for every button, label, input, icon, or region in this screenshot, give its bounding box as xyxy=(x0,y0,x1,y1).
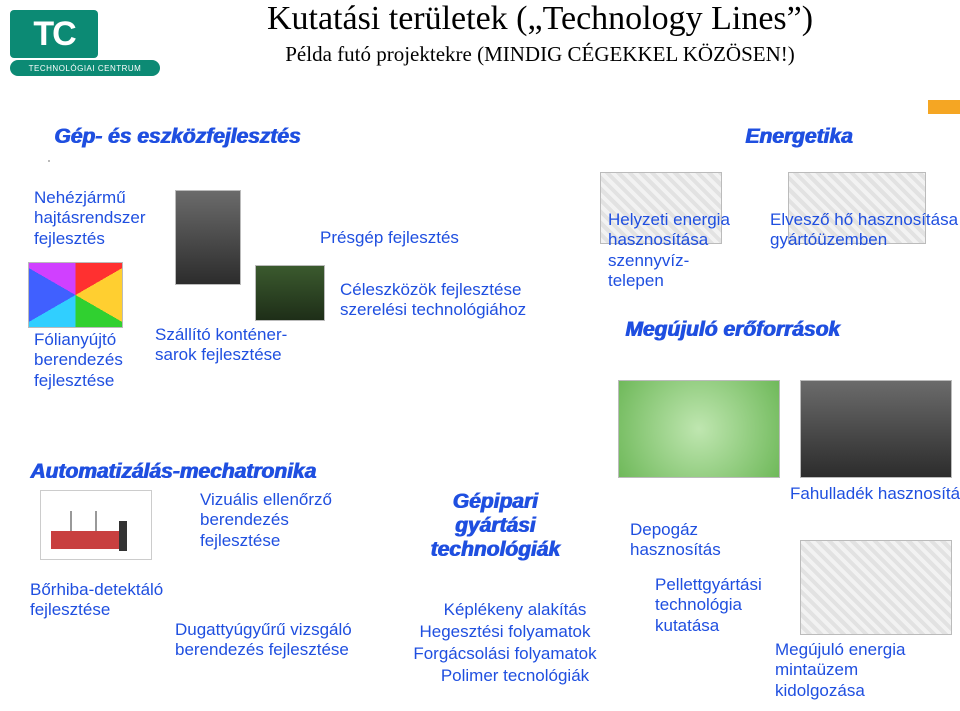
lbl-machining: Forgácsolási folyamatok xyxy=(400,644,610,664)
lbl-depogas: Depogáz hasznosítás xyxy=(630,520,760,561)
lbl-skin: Bőrhiba-detektáló fejlesztése xyxy=(30,580,190,621)
lbl-pos-energy: Helyzeti energia hasznosítása szennyvíz-… xyxy=(608,210,758,292)
lbl-containers: Szállító konténer- sarok fejlesztése xyxy=(155,325,315,366)
lbl-renew-plant: Megújuló energia mintaüzem kidolgozása xyxy=(775,640,960,701)
lbl-forming: Képlékeny alakítás xyxy=(415,600,615,620)
lbl-foil-wrap: Fóliany​újtó berendezés fejlesztése xyxy=(34,330,144,391)
lbl-press: Présgép fejlesztés xyxy=(320,228,520,248)
lbl-visual: Vizuális ellenőrző berendezés fejlesztés… xyxy=(200,490,360,551)
lbl-wood-waste: Fahulladék hasznosítás xyxy=(790,484,960,504)
lbl-waste-heat: Elvesző hő hasznosítása gyártóüzemben xyxy=(770,210,960,251)
lbl-polymer: Polimer tecnológiák xyxy=(415,666,615,686)
lbl-tools: Céleszközök fejlesztése szerelési techno… xyxy=(340,280,570,321)
lbl-piston: Dugattyúgyűrű vizsgáló berendezés fejles… xyxy=(175,620,395,661)
lbl-welding: Hegesztési folyamatok xyxy=(405,622,605,642)
lbl-heavy-drive: Nehézjármű hajtásrendszer fejlesztés xyxy=(34,188,179,249)
lbl-pellet: Pellettgyártási technológia kutatása xyxy=(655,575,795,636)
